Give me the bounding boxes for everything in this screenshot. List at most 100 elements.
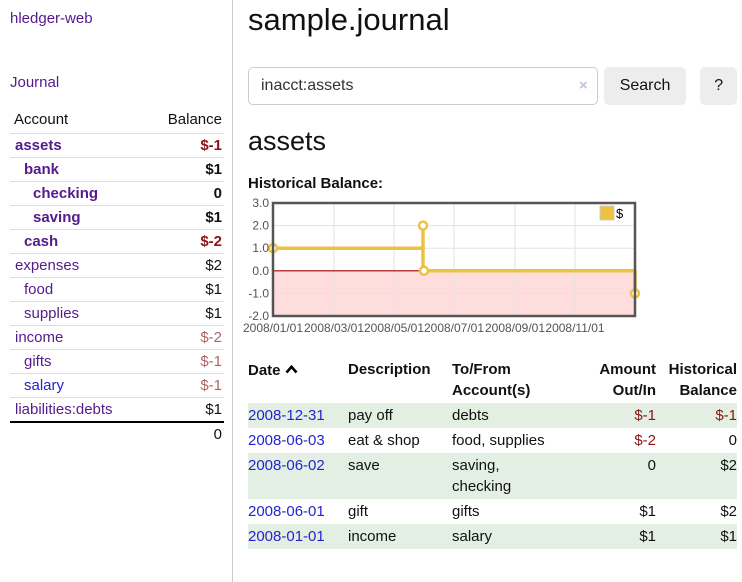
account-balance: $-2 <box>144 325 224 350</box>
account-link-supplies[interactable]: supplies <box>24 305 80 322</box>
register-header-amount: Amount Out/In <box>599 361 656 399</box>
transaction-date-link[interactable]: 2008-12-31 <box>248 407 325 424</box>
account-balance: $1 <box>144 277 224 302</box>
transaction-date-link[interactable]: 2008-06-03 <box>248 432 325 449</box>
account-link-gifts[interactable]: gifts <box>24 353 52 370</box>
account-link-income[interactable]: income <box>15 329 64 346</box>
account-row-salary: salary $-1 <box>10 373 224 398</box>
historical-balance-chart[interactable]: $ 3.0 2.0 1.0 0.0 -1.0 -2.0 2008/01/01 2… <box>243 193 737 338</box>
account-row-saving: saving $1 <box>10 205 224 230</box>
transaction-amount: 0 <box>647 457 656 474</box>
transaction-amount: $-2 <box>634 432 656 449</box>
account-row-assets: assets $-1 <box>10 133 224 158</box>
chart-legend-label: $ <box>616 206 624 221</box>
transaction-date-link[interactable]: 2008-06-01 <box>248 503 325 520</box>
svg-text:1.0: 1.0 <box>252 241 269 255</box>
account-balance: $-1 <box>144 373 224 398</box>
svg-text:2008/11/01: 2008/11/01 <box>545 321 604 335</box>
app-brand-link[interactable]: hledger-web <box>10 10 93 27</box>
account-link-liabilities-debts[interactable]: liabilities:debts <box>15 401 113 418</box>
account-balance: $1 <box>144 301 224 326</box>
account-balance: 0 <box>144 181 224 206</box>
account-balance: $-2 <box>144 229 224 254</box>
accounts-table-header: Account Balance <box>10 108 224 134</box>
register-row: 2008-12-31 pay off debts $-1 $-1 <box>248 403 737 428</box>
register-row: 2008-01-01 income salary $1 $1 <box>248 524 737 549</box>
register-table-header: Date Description To/From Account(s) Amou… <box>248 357 737 403</box>
sidebar-item-journal[interactable]: Journal <box>10 74 60 91</box>
account-balance: $2 <box>144 253 224 278</box>
account-link-food[interactable]: food <box>24 281 54 298</box>
accounts-total-row: 0 <box>10 421 224 446</box>
account-row-expenses: expenses $2 <box>10 253 224 278</box>
transaction-date-link[interactable]: 2008-01-01 <box>248 528 325 545</box>
chart-title: Historical Balance: <box>248 175 384 192</box>
transaction-balance: 0 <box>728 432 737 449</box>
transaction-accounts: food, supplies <box>452 432 545 449</box>
account-link-salary[interactable]: salary <box>24 377 65 394</box>
transaction-amount: $1 <box>639 528 656 545</box>
search-button[interactable]: Search <box>603 67 687 105</box>
account-link-saving[interactable]: saving <box>33 209 81 226</box>
accounts-balance-table: Account Balance assets $-1 bank $1 check… <box>10 108 224 446</box>
account-row-income: income $-2 <box>10 325 224 350</box>
register-header-date[interactable]: Date <box>248 357 348 403</box>
transaction-description: gift <box>348 503 369 520</box>
svg-text:3.0: 3.0 <box>252 196 269 210</box>
account-balance: $1 <box>144 397 224 422</box>
transaction-description: pay off <box>348 407 393 424</box>
accounts-header-balance: Balance <box>167 111 222 128</box>
sort-ascending-icon <box>285 359 298 380</box>
account-link-cash[interactable]: cash <box>24 233 59 250</box>
transaction-description: eat & shop <box>348 432 420 449</box>
transaction-accounts: salary <box>452 528 493 545</box>
transaction-date-link[interactable]: 2008-06-02 <box>248 457 325 474</box>
search-bar: × Search ? <box>248 67 737 105</box>
account-row-food: food $1 <box>10 277 224 302</box>
transaction-description: income <box>348 528 397 545</box>
help-button[interactable]: ? <box>700 67 737 105</box>
sidebar: hledger-web Journal Account Balance asse… <box>0 0 233 582</box>
chart-v-gridlines <box>333 204 576 315</box>
svg-text:0.0: 0.0 <box>252 264 269 278</box>
chart-x-axis-labels: 2008/01/01 2008/03/01 2008/05/01 2008/07… <box>243 321 605 335</box>
register-header-accounts: To/From Account(s) <box>452 361 531 399</box>
svg-text:2008/03/01: 2008/03/01 <box>304 321 364 335</box>
accounts-total-value: 0 <box>144 421 224 446</box>
account-link-expenses[interactable]: expenses <box>15 257 80 274</box>
main-content: sample.journal × Search ? assets Histori… <box>243 0 737 549</box>
svg-text:2008/09/01: 2008/09/01 <box>485 321 545 335</box>
transaction-amount: $-1 <box>634 407 656 424</box>
transaction-balance: $2 <box>720 503 737 520</box>
transaction-amount: $1 <box>639 503 656 520</box>
search-box: × <box>248 67 598 105</box>
clear-search-icon[interactable]: × <box>578 77 588 94</box>
page-title: sample.journal <box>248 2 450 37</box>
account-row-supplies: supplies $1 <box>10 301 224 326</box>
account-heading: assets <box>248 126 327 156</box>
transaction-balance: $2 <box>720 457 737 474</box>
account-balance: $1 <box>144 157 224 182</box>
transaction-accounts: gifts <box>452 503 480 520</box>
register-row: 2008-06-02 save saving, checking 0 $2 <box>248 453 737 499</box>
register-row: 2008-06-03 eat & shop food, supplies $-2… <box>248 428 737 453</box>
account-link-assets[interactable]: assets <box>15 137 62 154</box>
chart-canvas: $ 3.0 2.0 1.0 0.0 -1.0 -2.0 2008/01/01 2… <box>243 196 641 335</box>
account-row-liabilities-debts: liabilities:debts $1 <box>10 397 224 422</box>
account-row-checking: checking 0 <box>10 181 224 206</box>
register-table: Date Description To/From Account(s) Amou… <box>248 357 737 549</box>
account-link-bank[interactable]: bank <box>24 161 60 178</box>
search-input[interactable] <box>248 67 598 105</box>
transaction-balance: $1 <box>720 528 737 545</box>
account-row-gifts: gifts $-1 <box>10 349 224 374</box>
account-balance: $-1 <box>144 349 224 374</box>
chart-legend-swatch <box>599 205 615 221</box>
account-balance: $-1 <box>144 133 224 158</box>
account-row-cash: cash $-2 <box>10 229 224 254</box>
transaction-accounts: debts <box>452 407 489 424</box>
account-link-checking[interactable]: checking <box>33 185 99 202</box>
register-header-description: Description <box>348 361 431 378</box>
register-header-balance: Historical Balance <box>668 361 737 399</box>
transaction-description: save <box>348 457 380 474</box>
chart-border <box>271 201 637 318</box>
